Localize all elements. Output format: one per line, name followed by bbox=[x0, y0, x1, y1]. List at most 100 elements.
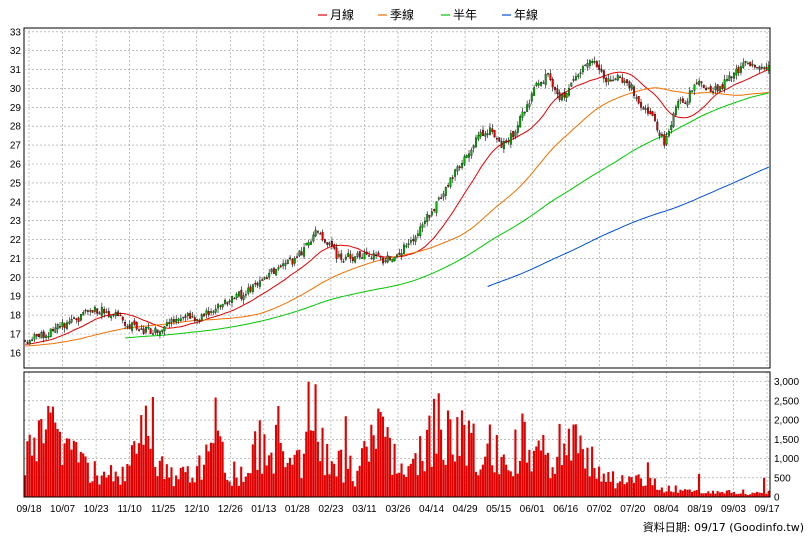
volume-bar bbox=[674, 485, 677, 497]
candle-body bbox=[75, 318, 78, 320]
candle-body bbox=[635, 97, 638, 99]
candle-body bbox=[265, 277, 268, 280]
candle-body bbox=[303, 247, 306, 257]
candle-body bbox=[377, 252, 380, 256]
volume-bar bbox=[98, 484, 101, 497]
candle-body bbox=[547, 73, 550, 75]
candle-body bbox=[389, 257, 391, 261]
volume-bar bbox=[386, 427, 389, 497]
volume-bar bbox=[595, 478, 598, 497]
candle-body bbox=[54, 327, 57, 333]
volume-bar bbox=[347, 468, 350, 497]
candle-body bbox=[470, 149, 473, 156]
volume-bar bbox=[63, 443, 66, 497]
candle-body bbox=[753, 64, 756, 68]
candle-body bbox=[426, 214, 429, 223]
volume-bar bbox=[179, 467, 182, 497]
candle-body bbox=[551, 79, 554, 88]
volume-tick-label: 3,000 bbox=[774, 377, 799, 388]
volume-bar bbox=[763, 477, 766, 497]
volume-bar bbox=[723, 493, 726, 497]
volume-bar bbox=[602, 473, 605, 497]
candle-body bbox=[719, 86, 721, 92]
volume-bar bbox=[168, 477, 171, 497]
volume-bar bbox=[349, 455, 352, 497]
volume-bar bbox=[453, 461, 457, 497]
candle-body bbox=[344, 256, 347, 260]
volume-bar bbox=[495, 434, 498, 497]
candle-body bbox=[351, 257, 354, 262]
volume-bar bbox=[414, 453, 417, 497]
volume-bar bbox=[767, 490, 770, 497]
volume-bar bbox=[42, 443, 45, 497]
volume-bar bbox=[367, 461, 371, 497]
candle-body bbox=[595, 61, 598, 68]
volume-bar bbox=[574, 424, 577, 497]
candle-body bbox=[760, 66, 763, 69]
candle-body bbox=[498, 137, 501, 142]
volume-bar bbox=[65, 438, 68, 497]
volume-bar bbox=[200, 479, 203, 497]
candle-body bbox=[398, 253, 401, 255]
volume-bar bbox=[600, 481, 603, 497]
candle-body bbox=[616, 74, 619, 81]
volume-bar bbox=[604, 481, 608, 497]
volume-bar bbox=[419, 436, 422, 497]
volume-bar bbox=[279, 443, 282, 497]
volume-bar bbox=[335, 476, 338, 497]
candle-body bbox=[154, 327, 157, 333]
candle-body bbox=[47, 336, 50, 338]
candle-body bbox=[396, 254, 398, 258]
candle-body bbox=[714, 86, 717, 90]
volume-bar bbox=[149, 448, 152, 497]
candle-body bbox=[149, 328, 152, 334]
candle-body bbox=[254, 282, 257, 285]
volume-bar bbox=[284, 467, 287, 497]
candle-body bbox=[458, 166, 461, 169]
candle-body bbox=[600, 68, 603, 72]
volume-bar bbox=[344, 416, 347, 497]
candle-body bbox=[328, 242, 331, 245]
volume-bar bbox=[288, 457, 292, 497]
volume-bar bbox=[721, 491, 724, 497]
volume-bar bbox=[314, 384, 317, 497]
candle-body bbox=[347, 253, 350, 257]
volume-bar bbox=[407, 466, 410, 497]
volume-bar bbox=[75, 442, 78, 497]
volume-bar bbox=[486, 443, 489, 497]
volume-bar bbox=[356, 470, 359, 497]
volume-bar bbox=[681, 490, 684, 497]
candle-body bbox=[326, 242, 329, 245]
volume-bar bbox=[49, 412, 52, 497]
candle-body bbox=[107, 311, 110, 317]
price-tick-label: 21 bbox=[10, 254, 22, 265]
legend-label-2: 半年 bbox=[453, 8, 477, 22]
volume-bar bbox=[442, 459, 445, 497]
candle-body bbox=[247, 287, 250, 294]
volume-bar bbox=[577, 453, 580, 497]
volume-bar bbox=[365, 446, 368, 497]
volume-bar bbox=[493, 472, 496, 497]
candle-body bbox=[630, 84, 633, 90]
candle-body bbox=[26, 341, 29, 344]
volume-bar bbox=[716, 491, 719, 497]
volume-bar bbox=[86, 462, 89, 497]
volume-bar bbox=[158, 460, 161, 497]
price-tick-label: 17 bbox=[10, 330, 22, 341]
candle-body bbox=[730, 76, 733, 79]
volume-bar bbox=[35, 461, 38, 497]
candle-body bbox=[251, 284, 254, 292]
legend-label-0: 月線 bbox=[330, 7, 354, 22]
volume-bar bbox=[68, 438, 71, 497]
candle-body bbox=[716, 84, 719, 92]
volume-bar bbox=[546, 452, 550, 497]
volume-bar bbox=[235, 477, 238, 497]
volume-bar bbox=[321, 427, 324, 497]
candlesticks bbox=[24, 56, 770, 345]
candle-body bbox=[82, 312, 85, 316]
candle-body bbox=[660, 134, 663, 136]
candle-body bbox=[31, 339, 34, 341]
candle-body bbox=[502, 141, 505, 150]
candle-body bbox=[609, 79, 612, 82]
volume-bar bbox=[465, 465, 468, 497]
